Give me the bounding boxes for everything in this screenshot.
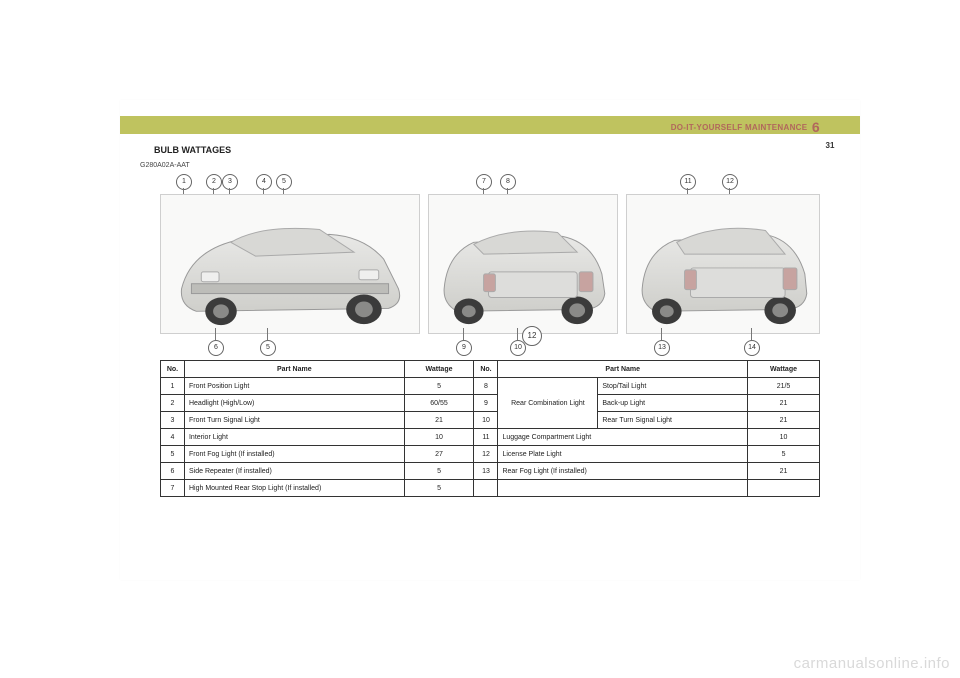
cell: 10: [474, 412, 498, 429]
cell-group: Rear Combination Light: [498, 378, 598, 429]
page-container: DO-IT-YOURSELF MAINTENANCE 6 31 BULB WAT…: [120, 100, 860, 580]
cell: 60/55: [404, 395, 474, 412]
cell: 10: [404, 429, 474, 446]
callout-b9: 9: [456, 340, 472, 356]
bulb-wattage-table: No. Part Name Wattage No. Part Name Watt…: [160, 360, 820, 497]
table-row: 6 Side Repeater (If installed) 5 13 Rear…: [161, 463, 820, 480]
cell: 21: [748, 412, 820, 429]
leader: [751, 328, 752, 340]
car-front-illustration: [161, 195, 419, 333]
cell: License Plate Light: [498, 446, 748, 463]
table-row: 3 Front Turn Signal Light 21 10 Rear Tur…: [161, 412, 820, 429]
callout-7: 7: [476, 174, 492, 190]
cell: Rear Fog Light (If installed): [498, 463, 748, 480]
cell: 2: [161, 395, 185, 412]
cell: 9: [474, 395, 498, 412]
cell: 5: [404, 480, 474, 497]
car-rear-sedan-panel: [428, 194, 618, 334]
cell: 4: [161, 429, 185, 446]
car-rear-hatch-panel: [626, 194, 820, 334]
callout-b5: 5: [260, 340, 276, 356]
cell: Rear Turn Signal Light: [598, 412, 748, 429]
cell: 5: [404, 463, 474, 480]
col-watt-right: Wattage: [748, 361, 820, 378]
leader: [517, 328, 518, 340]
callout-12: 12: [722, 174, 738, 190]
cell: Front Turn Signal Light: [184, 412, 404, 429]
header-section-label: DO-IT-YOURSELF MAINTENANCE 6: [671, 119, 820, 135]
callout-b6: 6: [208, 340, 224, 356]
table-header-row: No. Part Name Wattage No. Part Name Watt…: [161, 361, 820, 378]
table-row: 2 Headlight (High/Low) 60/55 9 Back-up L…: [161, 395, 820, 412]
cell: 21: [748, 395, 820, 412]
col-no-right: No.: [474, 361, 498, 378]
cell: [748, 480, 820, 497]
cell: 21/5: [748, 378, 820, 395]
col-part-left: Part Name: [184, 361, 404, 378]
cell: 5: [161, 446, 185, 463]
leader: [215, 328, 216, 340]
callout-11: 11: [680, 174, 696, 190]
table-row: 7 High Mounted Rear Stop Light (If insta…: [161, 480, 820, 497]
cell: 11: [474, 429, 498, 446]
watermark: carmanualsonline.info: [794, 655, 950, 672]
cell: 1: [161, 378, 185, 395]
car-front-panel: [160, 194, 420, 334]
callout-b14: 14: [744, 340, 760, 356]
cell: Front Position Light: [184, 378, 404, 395]
callout-3: 3: [222, 174, 238, 190]
cell: Stop/Tail Light: [598, 378, 748, 395]
table-row: 1 Front Position Light 5 8 Rear Combinat…: [161, 378, 820, 395]
section-title-tab: BULB WATTAGES: [140, 140, 350, 160]
cell: 8: [474, 378, 498, 395]
header-section-text: DO-IT-YOURSELF MAINTENANCE: [671, 123, 808, 132]
callout-b13: 13: [654, 340, 670, 356]
cell: Luggage Compartment Light: [498, 429, 748, 446]
cell: 5: [404, 378, 474, 395]
table-row: 4 Interior Light 10 11 Luggage Compartme…: [161, 429, 820, 446]
doc-code: G280A02A-AAT: [140, 162, 190, 169]
cell: 6: [161, 463, 185, 480]
cell: 27: [404, 446, 474, 463]
cell: Interior Light: [184, 429, 404, 446]
car-rear-hatch-illustration: [627, 195, 819, 333]
cell: 3: [161, 412, 185, 429]
page-number-tab: 31: [812, 138, 848, 154]
cell: Headlight (High/Low): [184, 395, 404, 412]
cell: 21: [748, 463, 820, 480]
table-row: 5 Front Fog Light (If installed) 27 12 L…: [161, 446, 820, 463]
cell: 21: [404, 412, 474, 429]
cell: 10: [748, 429, 820, 446]
car-rear-sedan-illustration: [429, 195, 617, 333]
cell: High Mounted Rear Stop Light (If install…: [184, 480, 404, 497]
bulb-diagram: 1 2 3 4 5 7 8 11 12: [160, 178, 820, 348]
cell: Front Fog Light (If installed): [184, 446, 404, 463]
chapter-number: 6: [812, 119, 820, 135]
callout-1: 1: [176, 174, 192, 190]
col-watt-left: Wattage: [404, 361, 474, 378]
callout-8: 8: [500, 174, 516, 190]
leader: [267, 328, 268, 340]
callout-2: 2: [206, 174, 222, 190]
callout-b10: 10: [510, 340, 526, 356]
cell: Back-up Light: [598, 395, 748, 412]
leader: [463, 328, 464, 340]
callout-special-12: 12: [522, 326, 542, 346]
cell: 12: [474, 446, 498, 463]
cell: 7: [161, 480, 185, 497]
cell: [474, 480, 498, 497]
callout-4: 4: [256, 174, 272, 190]
callout-5: 5: [276, 174, 292, 190]
col-part-right: Part Name: [498, 361, 748, 378]
cell: [498, 480, 748, 497]
cell: 13: [474, 463, 498, 480]
cell: 5: [748, 446, 820, 463]
col-no-left: No.: [161, 361, 185, 378]
cell: Side Repeater (If installed): [184, 463, 404, 480]
leader: [661, 328, 662, 340]
